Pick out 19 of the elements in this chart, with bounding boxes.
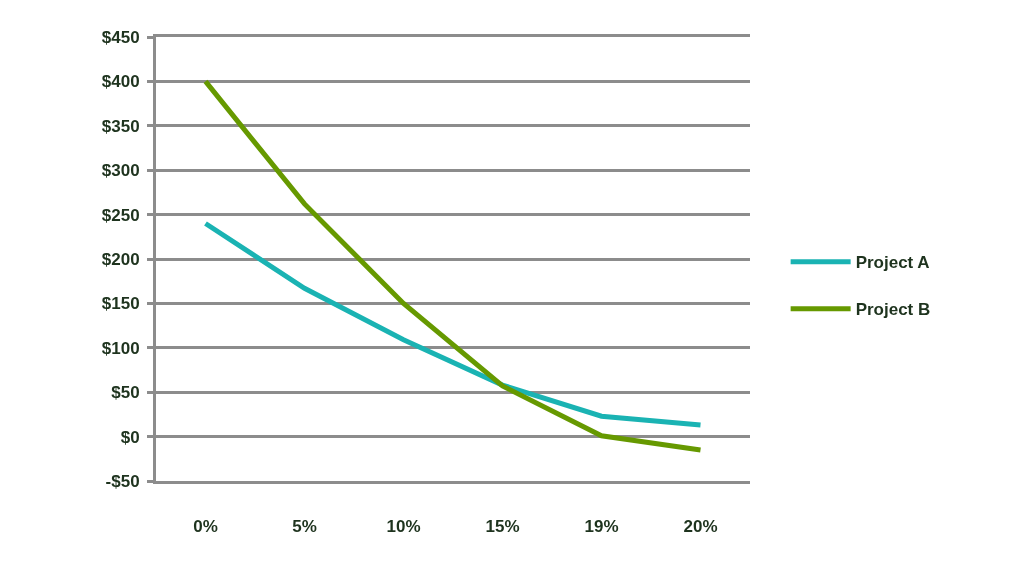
y-tick-label: $100 [101,338,140,358]
x-tick-label: 10% [386,517,421,537]
y-tick-label: $50 [111,383,140,403]
y-tick-label: -$50 [105,471,140,491]
y-tick-label: $0 [120,427,140,447]
y-tick-label: $350 [101,116,140,136]
y-tick-label: $300 [101,161,140,181]
x-tick-label: 19% [584,517,619,537]
y-tick-label: $450 [101,27,140,47]
y-tick-label: $400 [101,72,140,92]
x-tick-label: 15% [485,517,520,537]
y-tick-label: $150 [101,294,140,314]
legend-label: Project A [855,253,930,273]
legend-label: Project B [855,300,931,320]
x-tick-label: 5% [292,517,317,537]
x-tick-label: 0% [193,517,218,537]
y-tick-label: $200 [101,249,140,269]
y-tick-label: $250 [101,205,140,225]
x-tick-label: 20% [683,517,718,537]
